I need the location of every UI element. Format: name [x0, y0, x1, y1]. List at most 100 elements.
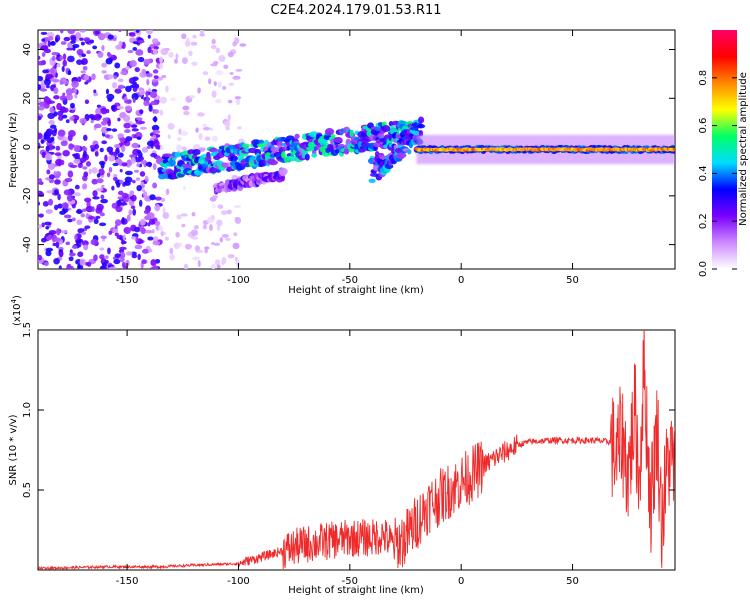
spectrogram-cell	[101, 70, 107, 74]
spectrogram-cell	[213, 81, 217, 87]
spectrogram-cell	[165, 188, 170, 195]
spectrogram-cell	[135, 177, 141, 181]
spectrogram-cell	[195, 127, 199, 133]
spectrogram-cell	[52, 79, 60, 83]
spectrogram-cell	[47, 31, 55, 38]
spectrogram-cell	[211, 38, 216, 45]
spectrogram-cell	[181, 223, 186, 228]
spectrogram-cell	[88, 168, 92, 175]
spectrogram-cell	[139, 171, 146, 177]
spectrogram-cell	[118, 142, 126, 146]
spectrogram-cell	[71, 245, 78, 249]
y-tick-label: 0	[22, 144, 33, 150]
spectrogram-cell	[106, 128, 112, 132]
spectrogram-cell	[148, 105, 153, 112]
spectrogram-cell	[109, 266, 117, 269]
spectrogram-cell	[152, 48, 158, 55]
spectrogram-cell	[67, 218, 73, 223]
spectrogram-cell	[104, 259, 109, 265]
spectrogram-cell	[190, 229, 199, 237]
spectrogram-cell	[73, 158, 82, 164]
spectrogram-cell	[144, 175, 149, 182]
spectrogram-cell	[57, 155, 62, 159]
x-tick-label: -100	[227, 576, 250, 587]
spectrogram-cell	[113, 75, 117, 80]
spectrogram-cell	[106, 146, 114, 153]
spectrogram-cell	[85, 161, 92, 167]
spectrogram-cell	[67, 42, 73, 49]
spectrogram-cell	[143, 159, 147, 168]
spectrogram-cell	[65, 93, 73, 101]
spectrogram-cell	[154, 220, 161, 227]
spectrogram-cell	[81, 240, 89, 247]
spectrogram-cell	[62, 92, 66, 96]
spectrogram-cell	[119, 136, 125, 143]
spectrogram-cell	[143, 100, 150, 107]
spectrogram-cell	[79, 258, 86, 266]
spectrogram-cell	[197, 112, 205, 117]
spectrogram-cell	[79, 37, 84, 41]
spectrogram-cell	[101, 44, 105, 52]
spectrogram-cell	[53, 204, 59, 211]
spectrogram-cell	[93, 254, 98, 262]
spectrogram-cell	[129, 60, 137, 67]
spectrogram-cell	[119, 202, 128, 206]
x-tick-label: -150	[116, 275, 139, 286]
spectrogram-cell	[99, 147, 104, 153]
colorbar-tick-label: 0.6	[698, 118, 709, 134]
spectrogram-cell	[401, 153, 407, 158]
spectrogram-cell	[211, 90, 217, 98]
spectrogram-cell	[158, 225, 164, 232]
spectrogram-cell	[75, 32, 82, 40]
x-tick-label: -50	[342, 576, 358, 587]
spectrogram-cell	[162, 212, 170, 219]
spectrogram-cell	[82, 134, 88, 141]
y-tick-label: 1.0	[22, 402, 33, 418]
snr-multiplier-base: (x10	[12, 303, 23, 326]
spectrogram-cell	[43, 78, 51, 86]
spectrogram-cell	[121, 261, 126, 268]
spectrogram-cell	[186, 37, 190, 45]
spectrogram-cell	[89, 39, 95, 44]
spectrogram-cell	[48, 198, 54, 206]
spectrogram-cell	[135, 30, 140, 33]
spectrogram-cell	[100, 107, 108, 115]
spectrogram-cell	[65, 241, 71, 246]
spectrogram-cell	[98, 33, 106, 41]
spectrogram-cell	[84, 225, 91, 230]
x-tick-label: 50	[566, 576, 579, 587]
spectrogram-cell	[123, 122, 131, 129]
spectrogram-cell	[152, 163, 157, 171]
colorbar-gradient	[712, 30, 737, 269]
spectrogram-cell	[211, 204, 217, 209]
spectrogram-cell	[132, 86, 138, 92]
spectrogram-cell	[56, 228, 61, 236]
spectrogram-cell	[131, 236, 137, 240]
spectrogram-cell	[113, 259, 121, 265]
spectrogram-cell	[194, 245, 201, 252]
spectrogram-cell	[239, 43, 247, 47]
colorbar: 0.0 0.2 0.4 0.6 0.8 Normalized spectral ampl…	[698, 30, 749, 277]
spectrogram-cell	[214, 259, 221, 266]
spectrogram-cell	[91, 206, 95, 213]
spectrogram-cell	[159, 109, 164, 116]
spectrogram-cell	[122, 234, 126, 241]
spectrogram-cell	[191, 61, 198, 66]
spectrogram-cell	[149, 91, 158, 99]
spectrogram-cell	[100, 194, 105, 200]
spectrogram-cell	[54, 152, 62, 157]
spectrogram-cell	[169, 253, 175, 261]
spectrogram-cell	[154, 204, 161, 212]
spectrogram-cell	[199, 33, 206, 37]
spectrogram-cell	[53, 111, 58, 117]
spectrogram-cell	[208, 147, 218, 153]
spectrogram-cell	[86, 261, 92, 267]
spectrogram-cell	[221, 256, 227, 265]
spectrogram-y-label: Frequency (Hz)	[8, 112, 19, 188]
spectrogram-cell	[151, 38, 159, 45]
spectrogram-cell	[55, 241, 60, 249]
spectrogram-cell	[41, 52, 46, 58]
spectrogram-cell	[115, 158, 122, 165]
spectrogram-cell	[123, 228, 128, 233]
spectrogram-cell	[167, 134, 171, 139]
